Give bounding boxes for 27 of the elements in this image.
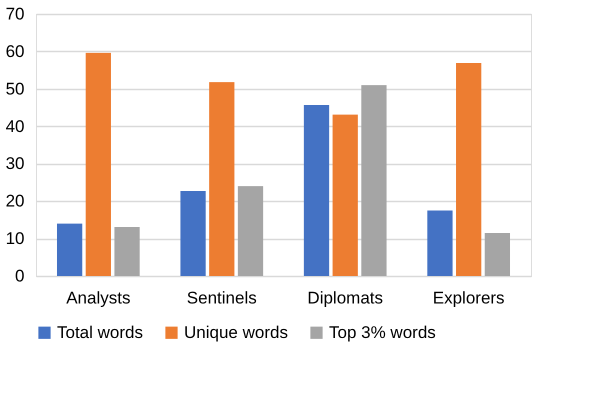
y-tick-label: 40 — [6, 116, 24, 136]
y-tick-label: 70 — [6, 4, 24, 24]
bar — [209, 82, 234, 276]
y-tick-label: 30 — [6, 154, 24, 174]
y-tick-label: 10 — [6, 229, 24, 248]
x-tick-label: Analysts — [66, 288, 130, 308]
bar — [332, 114, 358, 276]
bar — [86, 52, 111, 276]
legend-label: Unique words — [184, 322, 288, 342]
x-tick-label: Sentinels — [186, 288, 257, 308]
bar — [114, 226, 140, 276]
bar — [427, 210, 453, 276]
bar — [180, 191, 206, 276]
bar — [484, 232, 510, 276]
y-tick-label: 60 — [6, 42, 24, 61]
x-tick-label: Explorers — [432, 288, 505, 308]
legend-label: Total words — [57, 322, 143, 342]
bar — [456, 63, 482, 276]
bar — [304, 104, 330, 276]
y-tick-label: 20 — [6, 192, 24, 211]
bar — [238, 186, 264, 276]
x-tick-label: Diplomats — [307, 288, 384, 308]
legend-label: Top 3% words — [329, 322, 436, 342]
y-tick-label: 0 — [15, 266, 24, 286]
bar — [56, 224, 82, 276]
y-tick-label: 50 — [6, 79, 24, 98]
bar — [361, 85, 387, 276]
